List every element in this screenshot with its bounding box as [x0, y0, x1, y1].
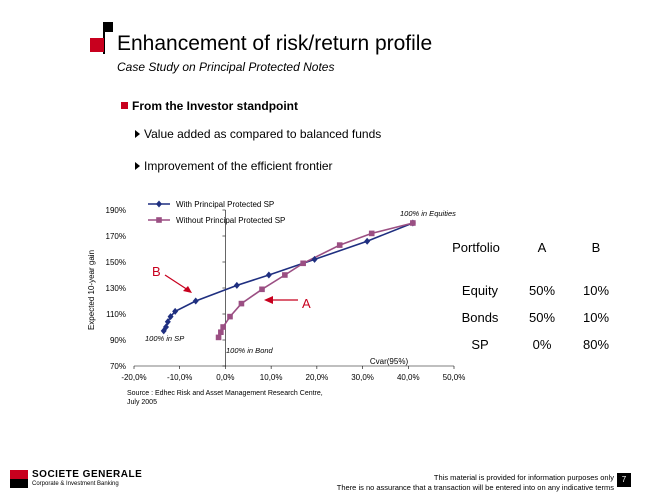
chart-source: Source : Edhec Risk and Asset Management… — [127, 390, 323, 406]
bullet-square-icon — [121, 102, 128, 109]
title-decoration-black — [103, 22, 113, 32]
legend-label: Without Principal Protected SP — [176, 216, 285, 225]
table-cell: 50% — [529, 283, 555, 298]
logo-icon — [10, 470, 28, 479]
x-tick-label: 0,0% — [216, 373, 234, 382]
legend-marker — [156, 217, 162, 223]
table-header-a: A — [538, 240, 547, 255]
data-point-square — [259, 286, 265, 293]
data-point-square — [238, 300, 245, 307]
triangle-bullet-icon — [135, 162, 140, 170]
x-tick-label: 30,0% — [351, 373, 374, 382]
portfolio-table: Portfolio A B Equity 50% 10% Bonds 50% 1… — [452, 240, 609, 352]
logo-icon-lower — [10, 479, 28, 488]
chart-ticks: 70% 90% 110% 130% 150% 170% 190% -20,0% -10,0% 0,… — [106, 206, 466, 382]
x-tick-label: 40,0% — [397, 373, 420, 382]
y-tick-label: 70% — [110, 362, 126, 371]
bullet-sub-2: Improvement of the efficient frontier — [144, 159, 333, 173]
title-decoration-line — [103, 32, 105, 54]
table-cell: 80% — [583, 337, 609, 352]
table-cell: 0% — [533, 337, 552, 352]
x-tick-label: 50,0% — [443, 373, 466, 382]
series-line — [217, 222, 414, 338]
arrow-b-head — [183, 286, 192, 293]
data-point-diamond — [164, 318, 171, 326]
data-point-diamond — [233, 281, 240, 289]
data-point-diamond — [192, 297, 199, 305]
data-point-square — [227, 313, 233, 320]
annotation-equities: 100% in Equities — [400, 209, 456, 218]
data-point-diamond — [167, 313, 174, 321]
table-header-portfolio: Portfolio — [452, 240, 500, 255]
data-point-square — [220, 324, 226, 330]
data-point-diamond — [172, 307, 179, 315]
annotation-b: B — [152, 264, 161, 279]
data-point-diamond — [311, 255, 318, 263]
data-point-square — [215, 334, 222, 341]
disclaimer-line-1: This material is provided for informatio… — [433, 473, 614, 482]
table-row-label: SP — [471, 337, 488, 352]
data-point-diamond — [364, 237, 371, 245]
table-cell: 10% — [583, 283, 609, 298]
y-tick-label: 190% — [106, 206, 126, 215]
page-title: Enhancement of risk/return profile — [117, 32, 433, 55]
y-tick-label: 150% — [106, 258, 126, 267]
chart-series-markers — [160, 219, 416, 341]
data-point-diamond — [265, 271, 272, 279]
arrow-a-head — [264, 296, 273, 304]
y-axis-label: Expected 10-year gain — [87, 250, 96, 330]
data-point-square — [282, 272, 288, 278]
logo-name: SOCIETE GENERALE — [32, 469, 143, 480]
annotation-a: A — [302, 296, 311, 311]
chart-legend: With Principal Protected SP Without Princ… — [148, 200, 285, 225]
x-tick-label: 10,0% — [260, 373, 283, 382]
page-subtitle: Case Study on Principal Protected Notes — [117, 60, 335, 74]
table-header-b: B — [592, 240, 601, 255]
disclaimer-line-2: There is no assurance that a transaction… — [336, 483, 614, 492]
data-point-diamond — [163, 323, 169, 331]
y-tick-label: 130% — [106, 284, 126, 293]
annotation-sp: 100% in SP — [145, 334, 184, 343]
chart-series-lines — [163, 222, 414, 338]
series-line — [163, 222, 414, 332]
annotation-bond: 100% in Bond — [226, 346, 274, 355]
page-number: 7 — [617, 473, 631, 487]
data-point-square — [336, 242, 343, 248]
bullet-main: From the Investor standpoint — [132, 99, 299, 113]
data-point-square — [218, 329, 224, 335]
x-tick-label: 20,0% — [306, 373, 329, 382]
arrow-b-line — [164, 274, 189, 291]
logo-subtitle: Corporate & Investment Banking — [32, 481, 119, 487]
bullet-sub-1: Value added as compared to balanced fund… — [144, 127, 382, 141]
table-row-label: Equity — [462, 283, 499, 298]
y-tick-label: 90% — [110, 336, 126, 345]
triangle-bullet-icon — [135, 130, 140, 138]
table-cell: 50% — [529, 310, 555, 325]
data-point-square — [368, 230, 375, 237]
x-tick-label: -10,0% — [167, 373, 192, 382]
data-point-square — [410, 220, 416, 226]
chart-annotations: 100% in Equities 100% in SP 100% in Bond B A — [145, 209, 456, 355]
table-cell: 10% — [583, 310, 609, 325]
legend-label: With Principal Protected SP — [176, 200, 274, 209]
y-tick-label: 170% — [106, 232, 126, 241]
data-point-square — [300, 260, 306, 267]
x-tick-label: -20,0% — [121, 373, 146, 382]
x-axis-label: Cvar(95%) — [370, 357, 409, 366]
y-tick-label: 110% — [106, 310, 126, 319]
legend-marker — [156, 200, 162, 208]
table-row-label: Bonds — [462, 310, 499, 325]
title-decoration-red — [90, 38, 104, 52]
